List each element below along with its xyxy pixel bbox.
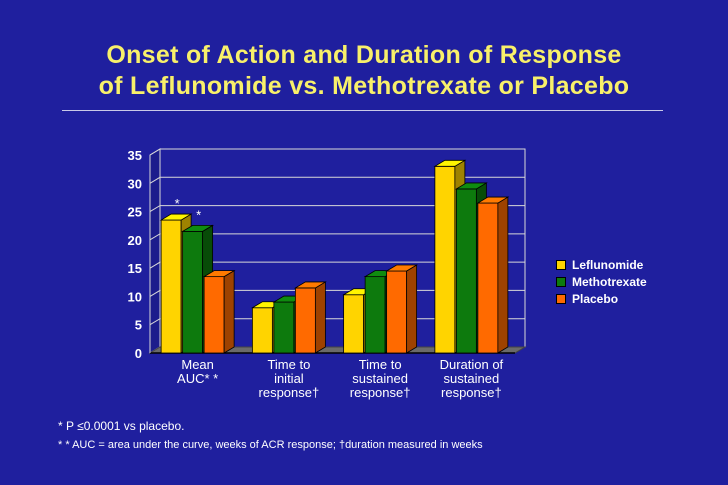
bar-methotrexate	[182, 230, 204, 354]
chart-title: Onset of Action and Duration of Response…	[0, 40, 728, 102]
bar-methotrexate	[273, 301, 295, 354]
legend-item-methotrexate: Methotrexate	[556, 273, 647, 290]
x-category-label: sustained	[352, 371, 408, 386]
y-tick-label: 0	[135, 346, 142, 361]
x-category-label: AUC* *	[177, 371, 218, 386]
legend-item-leflunomide: Leflunomide	[556, 256, 647, 273]
bar-side-placebo	[497, 196, 509, 354]
y-tick-label: 35	[128, 148, 142, 163]
y-tick-label: 5	[135, 318, 142, 333]
bar-top-leflunomide	[433, 159, 467, 167]
bar-placebo	[203, 276, 225, 354]
significance-marker: *	[196, 207, 201, 222]
gridline	[149, 148, 525, 156]
chart-legend: Leflunomide Methotrexate Placebo	[556, 256, 647, 307]
legend-item-placebo: Placebo	[556, 290, 647, 307]
legend-swatch-leflunomide	[556, 259, 566, 270]
y-tick-label: 25	[128, 205, 142, 220]
bar-leflunomide	[160, 219, 182, 354]
x-category-label: sustained	[444, 371, 500, 386]
legend-swatch-methotrexate	[556, 276, 566, 287]
y-tick-label: 15	[128, 261, 142, 276]
bar-side-placebo	[223, 269, 235, 354]
x-category-label: response†	[441, 385, 502, 400]
y-tick-label: 30	[128, 176, 142, 191]
bar-placebo	[386, 270, 408, 354]
gridline	[149, 205, 525, 213]
bar-leflunomide	[251, 307, 273, 354]
significance-marker: *	[175, 196, 180, 211]
title-divider	[62, 110, 663, 111]
chart-side-wall	[149, 148, 161, 354]
bar-leflunomide	[434, 165, 456, 354]
x-category-label: Time to	[267, 357, 310, 372]
bar-side-placebo	[314, 281, 326, 354]
bar-methotrexate	[455, 188, 477, 354]
bar-leflunomide	[343, 294, 365, 354]
gridline	[149, 176, 525, 184]
bar-top-methotrexate	[181, 224, 215, 232]
gridline	[149, 261, 525, 269]
bar-side-placebo	[406, 264, 418, 354]
x-category-label: initial	[274, 371, 304, 386]
gridline	[149, 233, 525, 241]
x-category-label: response†	[350, 385, 411, 400]
bar-top-placebo	[293, 281, 327, 289]
bar-top-leflunomide	[159, 213, 193, 221]
y-tick-label: 20	[128, 233, 142, 248]
legend-swatch-placebo	[556, 293, 566, 304]
legend-label-methotrexate: Methotrexate	[572, 274, 647, 289]
bar-methotrexate	[364, 276, 386, 354]
x-category-label: Mean	[181, 357, 214, 372]
footnote-significance: * P ≤0.0001 vs placebo.	[58, 419, 185, 433]
bar-placebo	[477, 202, 499, 354]
bar-placebo	[294, 287, 316, 354]
bar-top-placebo	[202, 270, 236, 278]
legend-label-placebo: Placebo	[572, 291, 619, 306]
x-category-label: response†	[259, 385, 320, 400]
footnote-auc: * * AUC = area under the curve, weeks of…	[58, 439, 483, 451]
bar-top-placebo	[385, 264, 419, 272]
chart-title-line1: Onset of Action and Duration of Response	[106, 41, 622, 69]
bar-top-methotrexate	[454, 182, 488, 190]
legend-label-leflunomide: Leflunomide	[572, 257, 644, 272]
chart-title-line2: of Leflunomide vs. Methotrexate or Place…	[98, 72, 630, 100]
x-category-label: Time to	[359, 357, 402, 372]
x-category-label: Duration of	[440, 357, 504, 372]
y-tick-label: 10	[128, 289, 142, 304]
footnotes: * P ≤0.0001 vs placebo. * * AUC = area u…	[58, 417, 483, 455]
bar-top-placebo	[476, 196, 510, 204]
